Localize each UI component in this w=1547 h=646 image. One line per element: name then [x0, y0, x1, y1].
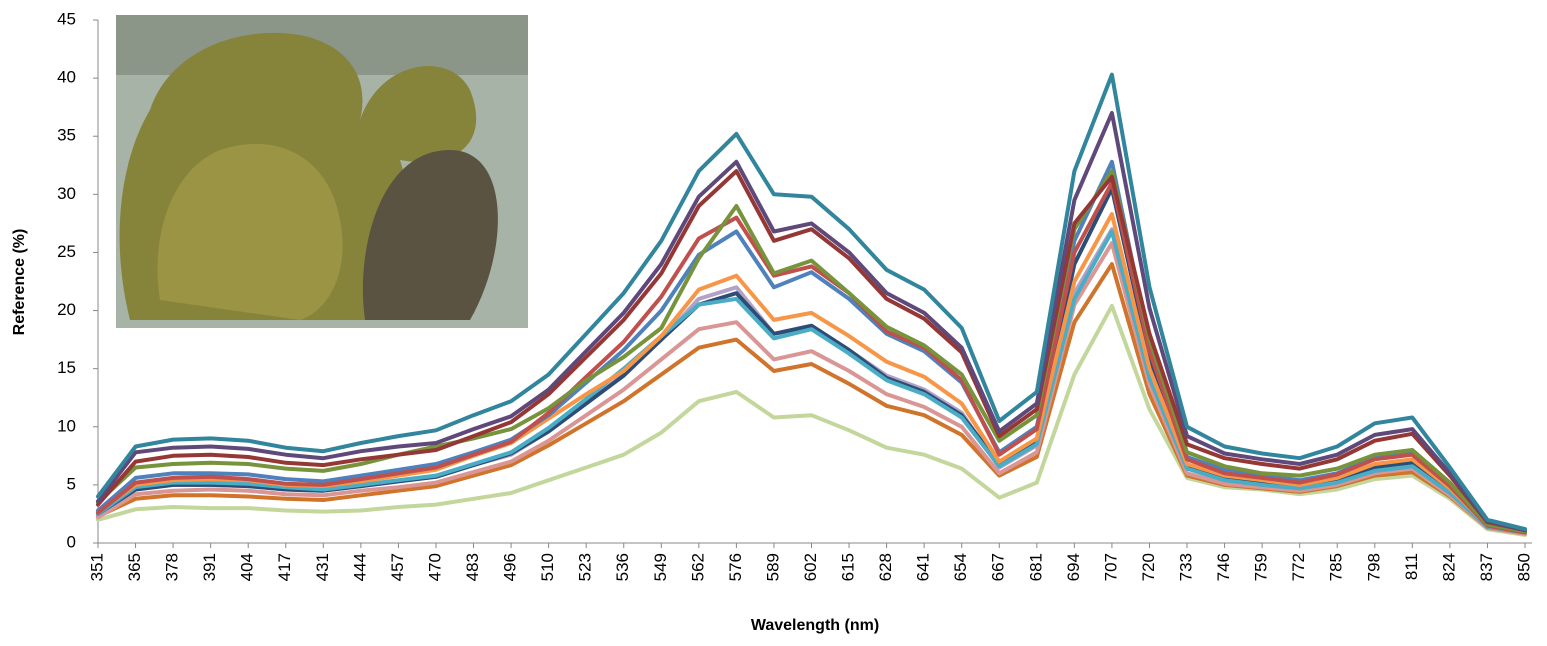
y-tick-label: 35 — [57, 126, 76, 145]
series-line — [96, 241, 1527, 536]
photo-inset — [116, 15, 528, 328]
series-line — [96, 72, 1527, 532]
x-tick-label: 694 — [1064, 553, 1083, 581]
x-tick-label: 837 — [1477, 553, 1496, 581]
x-tick-label: 615 — [839, 553, 858, 581]
x-tick-label: 798 — [1364, 553, 1383, 581]
x-tick-label: 457 — [388, 553, 407, 581]
x-tick-label: 824 — [1439, 553, 1458, 581]
x-tick-label: 496 — [501, 553, 520, 581]
x-tick-label: 404 — [238, 553, 257, 581]
x-tick-label: 470 — [425, 553, 444, 581]
x-tick-label: 785 — [1327, 553, 1346, 581]
x-tick-label: 759 — [1252, 553, 1271, 581]
x-tick-label: 365 — [125, 553, 144, 581]
y-tick-label: 30 — [57, 184, 76, 203]
y-tick-label: 25 — [57, 242, 76, 261]
coral — [157, 143, 343, 320]
x-tick-label: 667 — [989, 553, 1008, 581]
x-tick-label: 720 — [1139, 553, 1158, 581]
y-tick-label: 5 — [67, 474, 76, 493]
x-tick-label: 391 — [200, 553, 219, 581]
x-tick-label: 483 — [463, 553, 482, 581]
x-tick-label: 523 — [576, 553, 595, 581]
x-tick-label: 733 — [1177, 553, 1196, 581]
x-tick-label: 602 — [801, 553, 820, 581]
x-tick-label: 417 — [275, 553, 294, 581]
series-line — [96, 169, 1527, 533]
series-line — [96, 169, 1527, 534]
coral-branching — [362, 150, 498, 320]
x-axis-title: Wavelength (nm) — [751, 617, 879, 634]
x-tick-label: 850 — [1514, 553, 1533, 581]
x-tick-label: 772 — [1289, 553, 1308, 581]
x-tick-label: 431 — [313, 553, 332, 581]
x-tick-label: 628 — [876, 553, 895, 581]
y-tick-label: 20 — [57, 300, 76, 319]
x-tick-label: 378 — [163, 553, 182, 581]
y-tick-label: 15 — [57, 358, 76, 377]
x-tick-label: 641 — [914, 553, 933, 581]
y-tick-label: 0 — [67, 532, 76, 551]
x-tick-label: 444 — [350, 553, 369, 581]
x-tick-label: 811 — [1402, 553, 1421, 580]
x-tick-label: 654 — [951, 553, 970, 581]
x-tick-label: 746 — [1214, 553, 1233, 581]
x-tick-label: 549 — [651, 553, 670, 581]
y-tick-label: 45 — [57, 9, 76, 28]
x-tick-label: 576 — [726, 553, 745, 581]
y-axis-title: Reference (%) — [11, 229, 28, 336]
series-line — [96, 229, 1527, 535]
x-tick-label: 707 — [1101, 553, 1120, 581]
x-tick-label: 351 — [87, 553, 106, 581]
x-tick-label: 510 — [538, 553, 557, 581]
y-tick-label: 10 — [57, 416, 76, 435]
x-tick-label: 562 — [688, 553, 707, 581]
x-tick-label: 681 — [1026, 553, 1045, 581]
y-tick-label: 40 — [57, 68, 76, 87]
series-line — [96, 111, 1527, 533]
x-tick-label: 536 — [613, 553, 632, 581]
series-line — [96, 159, 1527, 534]
series-line — [96, 180, 1527, 535]
x-tick-label: 589 — [763, 553, 782, 581]
